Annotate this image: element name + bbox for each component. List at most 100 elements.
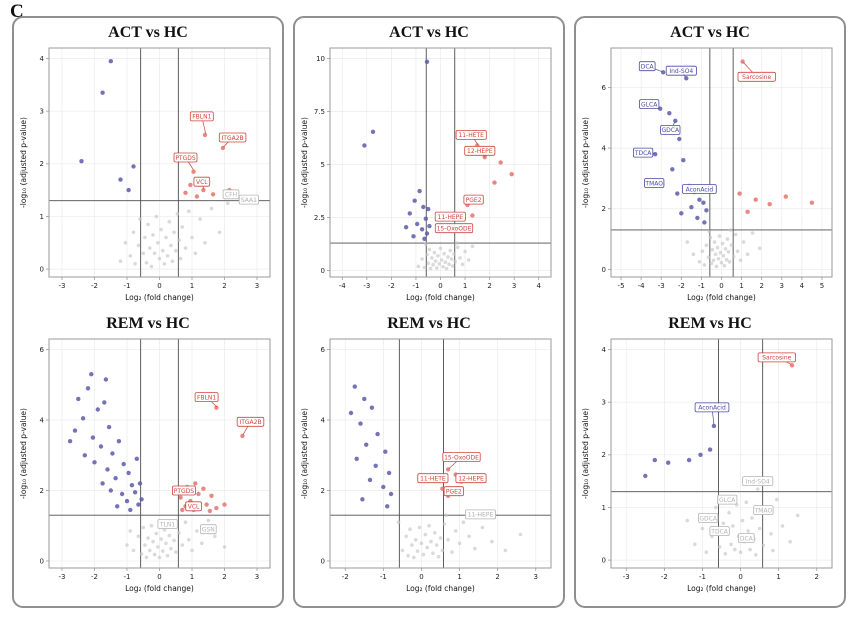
- svg-text:2: 2: [40, 487, 44, 495]
- point-label: DCA: [638, 61, 656, 72]
- volcano-plot-svg: -3 -2 -1 0 1 2 3 0 1 2 3 4 Log₂ (fold change) -log₁₀ …: [19, 47, 271, 302]
- svg-text:6: 6: [321, 346, 326, 354]
- svg-text:GLCA: GLCA: [719, 497, 736, 504]
- svg-text:1: 1: [190, 282, 194, 290]
- svg-text:-2: -2: [91, 282, 98, 290]
- svg-text:DCA: DCA: [641, 64, 655, 71]
- svg-text:11-HEPE: 11-HEPE: [438, 214, 464, 221]
- svg-text:TDCA: TDCA: [710, 528, 728, 535]
- svg-text:3: 3: [512, 282, 516, 290]
- volcano-chart-rem-proteins: REM vs HC -3 -2 -1 0 1 2 3 0 2 4 6 Log₂ (fold chang…: [16, 312, 280, 603]
- x-axis-label: Log₂ (fold change): [125, 584, 194, 593]
- point-label: PGE2: [463, 194, 484, 205]
- svg-text:-2: -2: [678, 282, 685, 290]
- point-label: 11-HEPE: [464, 509, 496, 520]
- point-label: TDCA: [633, 147, 654, 158]
- svg-text:0: 0: [419, 573, 423, 581]
- points-gray: [118, 196, 241, 269]
- point-label: 11-HETE: [455, 130, 487, 140]
- svg-text:Sarcosine: Sarcosine: [742, 74, 771, 81]
- svg-text:5: 5: [820, 282, 824, 290]
- svg-text:4: 4: [40, 55, 45, 63]
- point-label: GLCA: [639, 99, 660, 109]
- svg-text:1: 1: [739, 282, 743, 290]
- svg-text:1: 1: [776, 573, 780, 581]
- svg-text:TMAO: TMAO: [754, 507, 773, 514]
- svg-text:SAA1: SAA1: [241, 197, 257, 204]
- svg-text:2: 2: [222, 573, 226, 581]
- volcano-chart-act-metabolites: ACT vs HC -5 -4 -3 -2 -1 0 1 2 3 4 5 0 2 4 6 Log₂ (fold…: [578, 21, 842, 312]
- svg-text:1: 1: [457, 573, 461, 581]
- point-label: CFH: [222, 189, 240, 200]
- svg-text:3: 3: [255, 573, 259, 581]
- svg-text:3: 3: [602, 399, 606, 407]
- svg-text:2: 2: [487, 282, 491, 290]
- svg-text:-2: -2: [342, 573, 349, 581]
- svg-text:-1: -1: [699, 573, 706, 581]
- y-axis-label: -log₁₀ (adjusted p-value): [19, 408, 28, 499]
- volcano-plot-svg: -3 -2 -1 0 1 2 3 0 2 4 6 Log₂ (fold change) -log₁₀ (…: [19, 338, 271, 593]
- svg-text:1: 1: [190, 573, 194, 581]
- svg-text:1: 1: [40, 213, 44, 221]
- points-gray: [396, 513, 523, 560]
- svg-text:11-HEPE: 11-HEPE: [468, 512, 494, 519]
- svg-text:0: 0: [602, 266, 606, 274]
- svg-text:DCA: DCA: [740, 535, 754, 542]
- volcano-plot-svg: -3 -2 -1 0 1 2 0 1 2 3 4 Log₂ (fold change) -log₁₀ (…: [581, 338, 833, 593]
- svg-text:0: 0: [321, 267, 325, 275]
- x-axis-label: Log₂ (fold change): [406, 584, 475, 593]
- svg-text:ITGA2B: ITGA2B: [239, 419, 261, 426]
- y-axis-label: -log₁₀ (adjusted p-value): [300, 117, 309, 208]
- x-axis-label: Log₂ (fold change): [125, 293, 194, 302]
- point-label: Sarcosine: [737, 71, 776, 82]
- point-label: ITGA2B: [218, 132, 247, 143]
- svg-text:Ind-SO4: Ind-SO4: [669, 68, 693, 75]
- svg-text:11-HETE: 11-HETE: [458, 132, 484, 139]
- svg-text:Ind-SO4: Ind-SO4: [746, 478, 770, 485]
- svg-text:6: 6: [602, 84, 607, 92]
- svg-text:12-HEPE: 12-HEPE: [458, 476, 484, 483]
- svg-text:0: 0: [157, 282, 161, 290]
- svg-text:0: 0: [602, 557, 606, 565]
- svg-text:0: 0: [40, 266, 44, 274]
- svg-text:TLN1: TLN1: [159, 521, 175, 528]
- point-label: GSN: [199, 524, 217, 535]
- volcano-plot-svg: -5 -4 -3 -2 -1 0 1 2 3 4 5 0 2 4 6 Log₂ (fold change) -l…: [581, 47, 833, 302]
- svg-text:2: 2: [759, 282, 763, 290]
- svg-text:0: 0: [719, 282, 723, 290]
- svg-text:15-OxoODE: 15-OxoODE: [444, 454, 479, 461]
- svg-text:2: 2: [602, 451, 606, 459]
- volcano-chart-rem-lipids: REM vs HC -2 -1 0 1 2 3 0 2 4 6 Log₂ (fold change)…: [297, 312, 561, 603]
- svg-text:1: 1: [463, 282, 467, 290]
- volcano-plot-svg: -4 -3 -2 -1 0 1 2 3 4 0 2.5 5 7.5 10 Log₂ (fold change…: [300, 47, 552, 302]
- svg-text:Sarcosine: Sarcosine: [762, 355, 791, 362]
- point-label: Sarcosine: [757, 352, 796, 363]
- point-label: 12-HEPE: [464, 145, 496, 156]
- svg-text:-1: -1: [380, 573, 387, 581]
- svg-text:2: 2: [815, 573, 819, 581]
- point-label: FBLN1: [194, 392, 219, 402]
- panel-metabolites: ACT vs HC -5 -4 -3 -2 -1 0 1 2 3 4 5 0 2 4 6 Log₂ (fold…: [574, 16, 846, 608]
- svg-text:3: 3: [780, 282, 784, 290]
- volcano-plot-svg: -2 -1 0 1 2 3 0 2 4 6 Log₂ (fold change) -log₁₀ (ad…: [300, 338, 552, 593]
- point-label: DCA: [737, 533, 755, 543]
- svg-text:-1: -1: [412, 282, 419, 290]
- svg-text:PGE2: PGE2: [446, 489, 462, 496]
- svg-text:-3: -3: [658, 282, 665, 290]
- point-label: PTGDS: [171, 485, 196, 496]
- point-label: TDCA: [709, 526, 730, 537]
- points-gray: [685, 228, 762, 269]
- panel-row: ACT vs HC -3 -2 -1 0 1 2 3 0 1 2 3 4 Log₂ (fold chan…: [12, 16, 846, 608]
- points-red: [183, 132, 232, 199]
- svg-text:3: 3: [534, 573, 538, 581]
- svg-text:6: 6: [40, 346, 45, 354]
- chart-title: REM vs HC: [387, 315, 471, 332]
- svg-text:11-HETE: 11-HETE: [420, 476, 446, 483]
- y-axis-label: -log₁₀ (adjusted p-value): [581, 408, 590, 499]
- svg-text:15-OxoODE: 15-OxoODE: [437, 226, 472, 233]
- volcano-chart-rem-metabolites: REM vs HC -3 -2 -1 0 1 2 0 1 2 3 4 Log₂ (fold chang…: [578, 312, 842, 603]
- svg-text:-2: -2: [388, 282, 395, 290]
- svg-text:VCL: VCL: [188, 504, 200, 511]
- x-axis-label: Log₂ (fold change): [687, 584, 756, 593]
